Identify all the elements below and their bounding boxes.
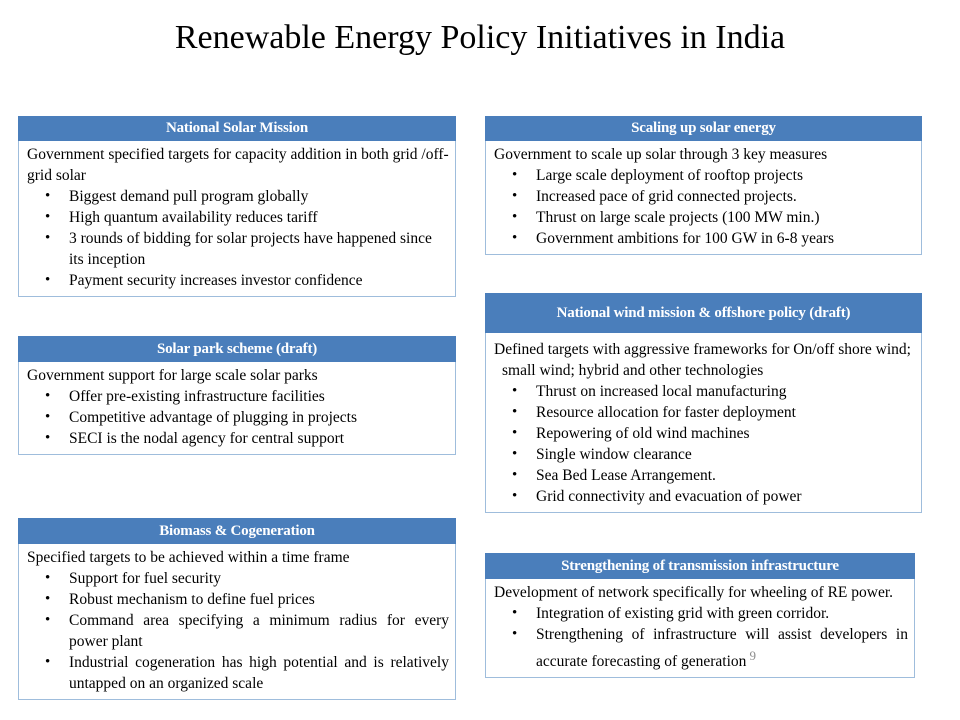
list-item: Industrial cogeneration has high potenti…: [25, 652, 449, 694]
bullet-list: Integration of existing grid with green …: [492, 603, 908, 672]
list-item: Biggest demand pull program globally: [25, 186, 449, 207]
card-header-solar-park-scheme: Solar park scheme (draft): [18, 336, 456, 362]
bullet-list: Thrust on increased local manufacturing …: [492, 381, 915, 507]
card-lead-text: Government support for large scale solar…: [27, 367, 318, 384]
card-body-biomass-cogeneration: Specified targets to be achieved within …: [18, 544, 456, 700]
card-solar-park-scheme: Solar park scheme (draft) Government sup…: [18, 336, 456, 455]
card-strengthening-transmission-infrastructure: Strengthening of transmission infrastruc…: [485, 553, 915, 679]
card-lead-text: Defined targets with aggressive framewor…: [494, 341, 911, 379]
card-lead-text: Government to scale up solar through 3 k…: [494, 146, 828, 163]
list-item: Resource allocation for faster deploymen…: [492, 402, 915, 423]
bullet-list: Support for fuel security Robust mechani…: [25, 568, 449, 694]
card-body-scaling-up-solar-energy: Government to scale up solar through 3 k…: [485, 141, 922, 255]
bullet-list: Offer pre-existing infrastructure facili…: [25, 386, 449, 449]
card-lead-text: Government specified targets for capacit…: [27, 146, 449, 184]
list-item: Offer pre-existing infrastructure facili…: [25, 386, 449, 407]
card-body-solar-park-scheme: Government support for large scale solar…: [18, 362, 456, 455]
list-item: High quantum availability reduces tariff: [25, 207, 449, 228]
card-national-solar-mission: National Solar Mission Government specif…: [18, 116, 456, 297]
list-item: Increased pace of grid connected project…: [492, 186, 915, 207]
card-biomass-cogeneration: Biomass & Cogeneration Specified targets…: [18, 518, 456, 700]
card-header-strengthening-transmission-infrastructure: Strengthening of transmission infrastruc…: [485, 553, 915, 579]
card-scaling-up-solar-energy: Scaling up solar energy Government to sc…: [485, 116, 922, 255]
bullet-list: Large scale deployment of rooftop projec…: [492, 165, 915, 249]
list-item: Robust mechanism to define fuel prices: [25, 589, 449, 610]
card-body-strengthening-transmission-infrastructure: Development of network specifically for …: [485, 579, 915, 679]
list-item: Competitive advantage of plugging in pro…: [25, 407, 449, 428]
list-item-text: Strengthening of infrastructure will ass…: [536, 626, 908, 671]
card-header-biomass-cogeneration: Biomass & Cogeneration: [18, 518, 456, 544]
card-header-national-wind-mission: National wind mission & offshore policy …: [485, 293, 922, 333]
card-header-national-solar-mission: National Solar Mission: [18, 116, 456, 141]
list-item: SECI is the nodal agency for central sup…: [25, 428, 449, 449]
card-body-national-solar-mission: Government specified targets for capacit…: [18, 141, 456, 297]
list-item: 3 rounds of bidding for solar projects h…: [25, 228, 449, 270]
list-item: Single window clearance: [492, 444, 915, 465]
bullet-list: Biggest demand pull program globally Hig…: [25, 186, 449, 291]
list-item-with-slide-number: Strengthening of infrastructure will ass…: [492, 624, 908, 672]
list-item: Thrust on increased local manufacturing: [492, 381, 915, 402]
list-item: Command area specifying a minimum radius…: [25, 610, 449, 652]
page-title: Renewable Energy Policy Initiatives in I…: [174, 19, 786, 56]
card-header-scaling-up-solar-energy: Scaling up solar energy: [485, 116, 922, 141]
card-national-wind-mission: National wind mission & offshore policy …: [485, 293, 922, 513]
list-item: Government ambitions for 100 GW in 6-8 y…: [492, 228, 915, 249]
list-item: Integration of existing grid with green …: [492, 603, 908, 624]
card-body-national-wind-mission: Defined targets with aggressive framewor…: [485, 333, 922, 513]
list-item: Grid connectivity and evacuation of powe…: [492, 486, 915, 507]
list-item: Sea Bed Lease Arrangement.: [492, 465, 915, 486]
list-item: Repowering of old wind machines: [492, 423, 915, 444]
slide-number: 9: [749, 648, 756, 663]
list-item: Thrust on large scale projects (100 MW m…: [492, 207, 915, 228]
card-lead-text: Development of network specifically for …: [494, 584, 894, 601]
list-item: Support for fuel security: [25, 568, 449, 589]
list-item: Payment security increases investor conf…: [25, 270, 449, 291]
list-item: Large scale deployment of rooftop projec…: [492, 165, 915, 186]
card-lead-text: Specified targets to be achieved within …: [27, 549, 350, 566]
